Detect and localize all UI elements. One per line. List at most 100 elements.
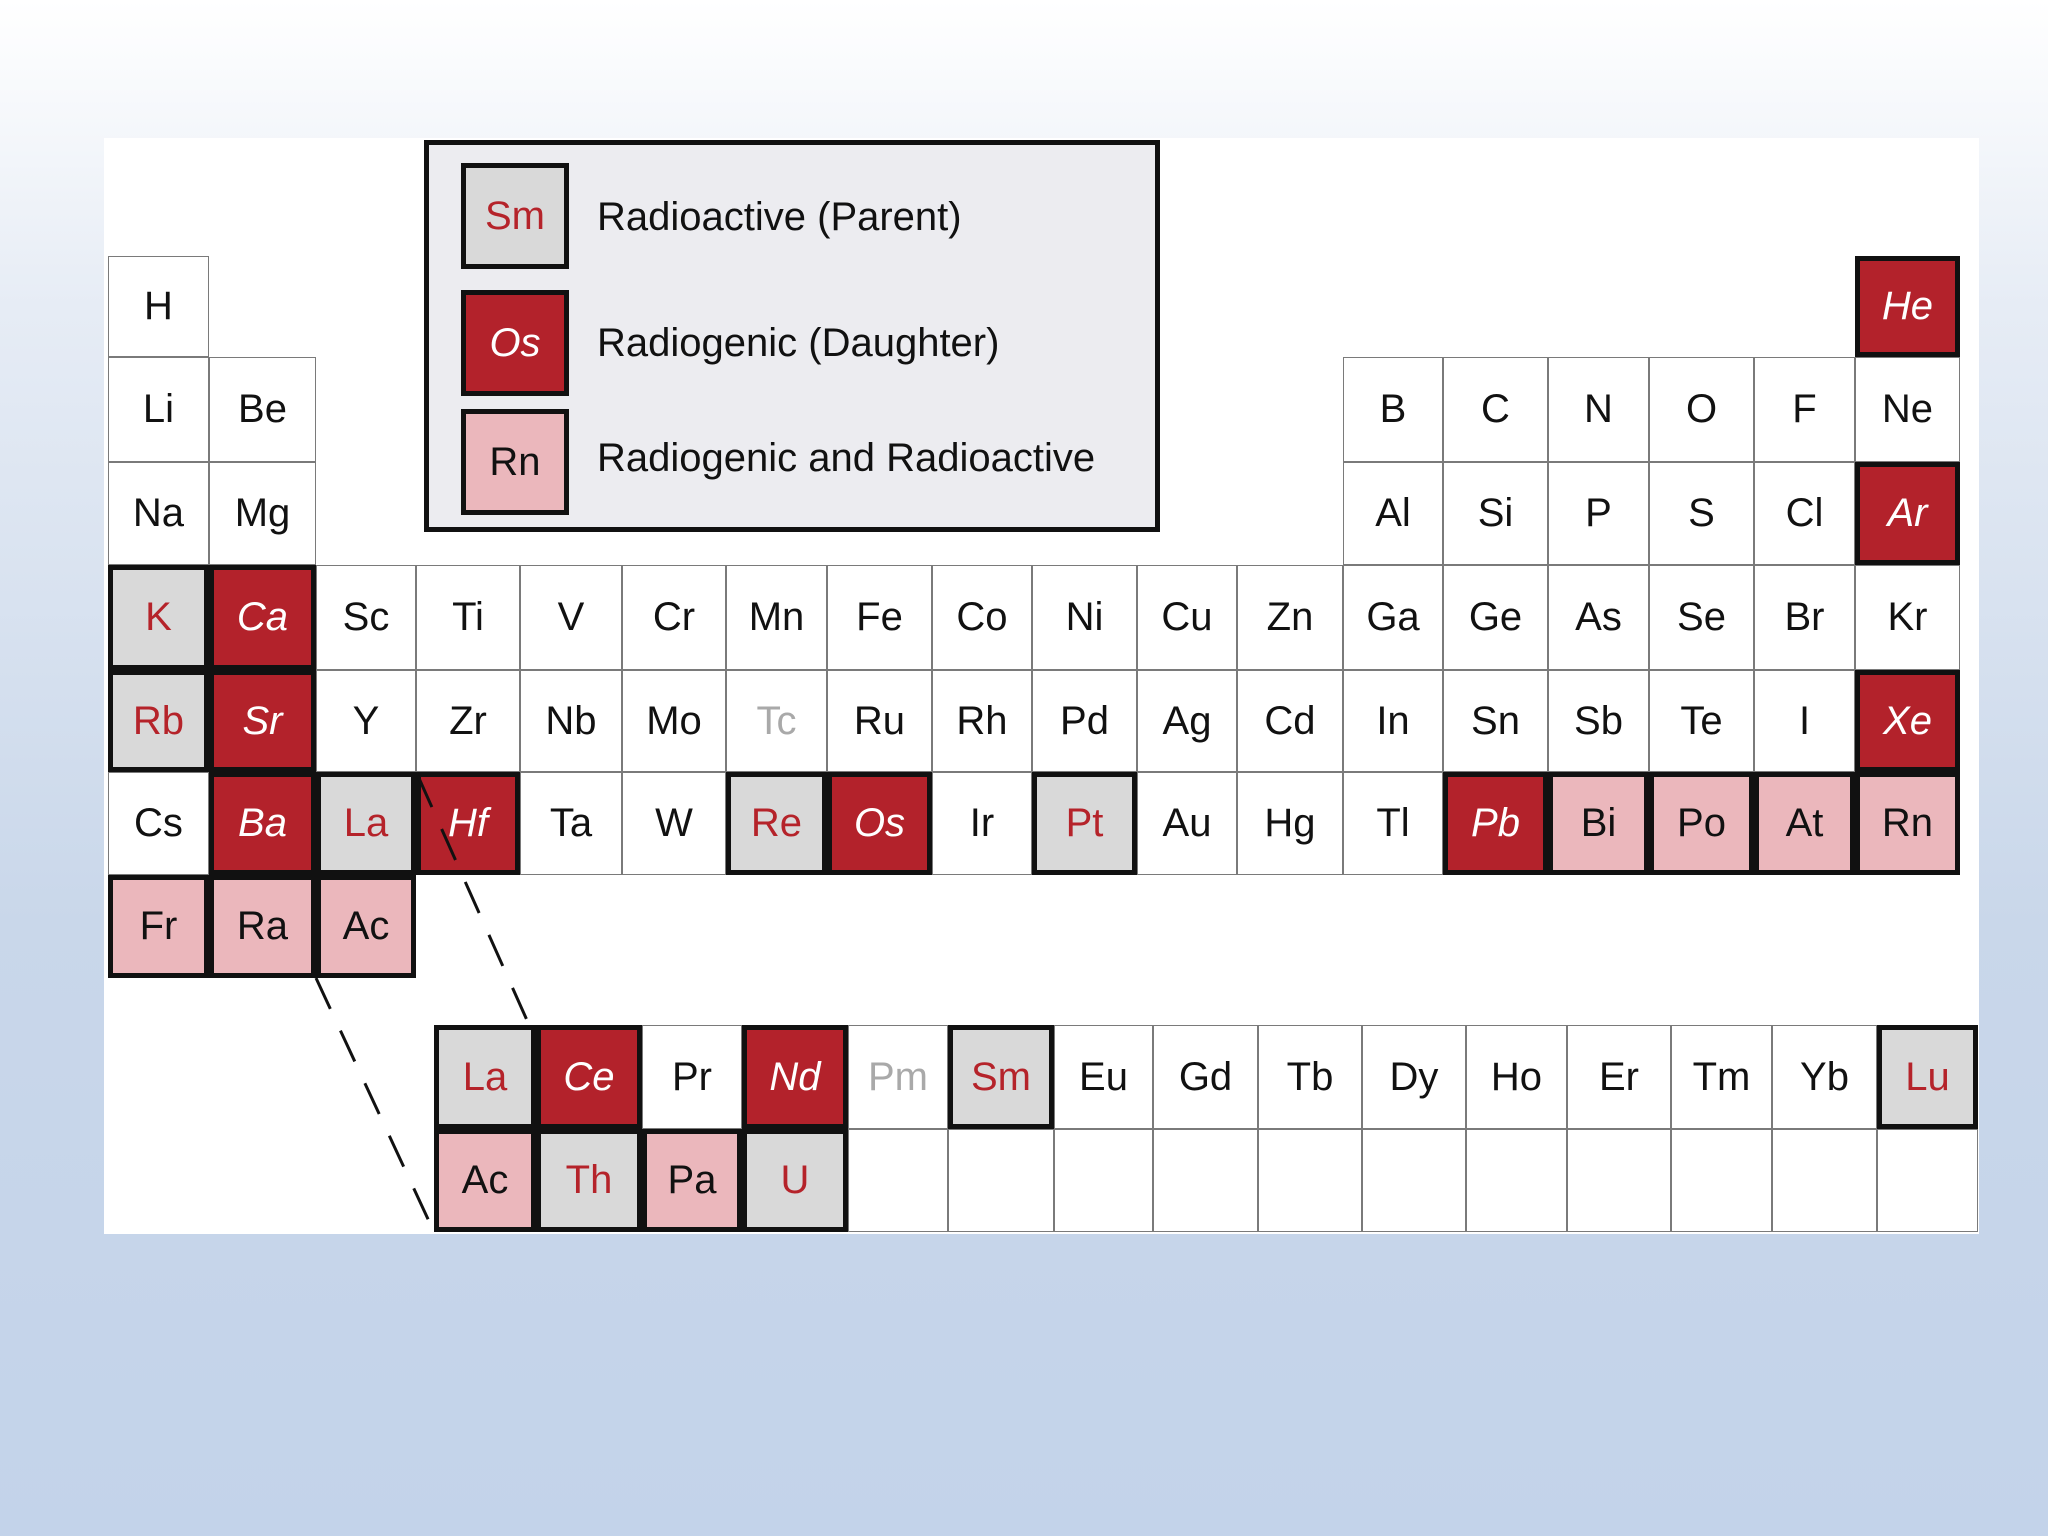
element-cell-s: S <box>1649 462 1754 565</box>
actinide-cell-ac: Ac <box>434 1129 536 1232</box>
actinide-connector-line <box>314 977 436 1233</box>
empty-cell <box>1153 1129 1258 1232</box>
lanthanide-cell-eu: Eu <box>1054 1025 1153 1129</box>
element-cell-al: Al <box>1343 462 1443 565</box>
lanthanide-cell-sm: Sm <box>948 1025 1054 1129</box>
element-cell-in: In <box>1343 670 1443 772</box>
element-cell-fr: Fr <box>108 875 209 978</box>
empty-cell <box>1877 1129 1978 1232</box>
element-cell-cd: Cd <box>1237 670 1343 772</box>
empty-cell <box>1466 1129 1567 1232</box>
element-cell-be: Be <box>209 357 316 462</box>
element-cell-ac: Ac <box>316 875 416 978</box>
lanthanide-cell-pr: Pr <box>642 1025 742 1129</box>
actinide-cell-th: Th <box>536 1129 642 1232</box>
legend-label-both: Radiogenic and Radioactive <box>597 436 1096 480</box>
element-cell-b: B <box>1343 357 1443 462</box>
element-cell-sb: Sb <box>1548 670 1649 772</box>
element-cell-sc: Sc <box>316 565 416 670</box>
element-cell-mo: Mo <box>622 670 726 772</box>
element-cell-rb: Rb <box>108 670 209 772</box>
element-cell-ti: Ti <box>416 565 520 670</box>
element-cell-hg: Hg <box>1237 772 1343 875</box>
element-cell-he: He <box>1855 256 1960 357</box>
element-cell-ir: Ir <box>932 772 1032 875</box>
legend-swatch-daughter: Os <box>461 290 569 396</box>
element-cell-na: Na <box>108 462 209 565</box>
legend-label-parent: Radioactive (Parent) <box>597 195 962 239</box>
empty-cell <box>848 1129 948 1232</box>
element-cell-se: Se <box>1649 565 1754 670</box>
element-cell-at: At <box>1754 772 1855 875</box>
element-cell-y: Y <box>316 670 416 772</box>
lanthanide-cell-nd: Nd <box>742 1025 848 1129</box>
empty-cell <box>1671 1129 1772 1232</box>
element-cell-ta: Ta <box>520 772 622 875</box>
element-cell-as: As <box>1548 565 1649 670</box>
lanthanide-cell-dy: Dy <box>1362 1025 1466 1129</box>
lanthanide-cell-gd: Gd <box>1153 1025 1258 1129</box>
element-cell-ru: Ru <box>827 670 932 772</box>
empty-cell <box>1567 1129 1671 1232</box>
element-cell-ne: Ne <box>1855 357 1960 462</box>
element-cell-mn: Mn <box>726 565 827 670</box>
element-cell-os: Os <box>827 772 932 875</box>
element-cell-p: P <box>1548 462 1649 565</box>
legend-swatch-parent: Sm <box>461 163 569 269</box>
element-cell-co: Co <box>932 565 1032 670</box>
element-cell-cr: Cr <box>622 565 726 670</box>
element-cell-f: F <box>1754 357 1855 462</box>
lanthanide-cell-ho: Ho <box>1466 1025 1567 1129</box>
element-cell-pd: Pd <box>1032 670 1137 772</box>
element-cell-ar: Ar <box>1855 462 1960 565</box>
element-cell-kr: Kr <box>1855 565 1960 670</box>
element-cell-i: I <box>1754 670 1855 772</box>
element-cell-c: C <box>1443 357 1548 462</box>
element-cell-li: Li <box>108 357 209 462</box>
element-cell-bi: Bi <box>1548 772 1649 875</box>
element-cell-fe: Fe <box>827 565 932 670</box>
empty-cell <box>1054 1129 1153 1232</box>
element-cell-h: H <box>108 256 209 357</box>
element-cell-ra: Ra <box>209 875 316 978</box>
lanthanide-cell-pm: Pm <box>848 1025 948 1129</box>
lanthanide-cell-tm: Tm <box>1671 1025 1772 1129</box>
element-cell-mg: Mg <box>209 462 316 565</box>
element-cell-nb: Nb <box>520 670 622 772</box>
element-cell-pb: Pb <box>1443 772 1548 875</box>
empty-cell <box>1258 1129 1362 1232</box>
element-cell-zr: Zr <box>416 670 520 772</box>
element-cell-ba: Ba <box>209 772 316 875</box>
lanthanide-cell-ce: Ce <box>536 1025 642 1129</box>
element-cell-pt: Pt <box>1032 772 1137 875</box>
element-cell-te: Te <box>1649 670 1754 772</box>
element-cell-w: W <box>622 772 726 875</box>
element-cell-zn: Zn <box>1237 565 1343 670</box>
lanthanide-cell-er: Er <box>1567 1025 1671 1129</box>
lanthanide-connector-line <box>416 775 532 1028</box>
element-cell-k: K <box>108 565 209 670</box>
lanthanide-cell-la: La <box>434 1025 536 1129</box>
element-cell-au: Au <box>1137 772 1237 875</box>
element-cell-sn: Sn <box>1443 670 1548 772</box>
element-cell-rn: Rn <box>1855 772 1960 875</box>
lanthanide-cell-lu: Lu <box>1877 1025 1978 1129</box>
lanthanide-cell-tb: Tb <box>1258 1025 1362 1129</box>
element-cell-n: N <box>1548 357 1649 462</box>
element-cell-si: Si <box>1443 462 1548 565</box>
element-cell-ca: Ca <box>209 565 316 670</box>
legend-label-daughter: Radiogenic (Daughter) <box>597 321 1000 365</box>
element-cell-cs: Cs <box>108 772 209 875</box>
lanthanide-cell-yb: Yb <box>1772 1025 1877 1129</box>
element-cell-tl: Tl <box>1343 772 1443 875</box>
element-cell-cl: Cl <box>1754 462 1855 565</box>
empty-cell <box>948 1129 1054 1232</box>
element-cell-v: V <box>520 565 622 670</box>
element-cell-sr: Sr <box>209 670 316 772</box>
element-cell-xe: Xe <box>1855 670 1960 772</box>
element-cell-ni: Ni <box>1032 565 1137 670</box>
element-cell-hf: Hf <box>416 772 520 875</box>
element-cell-re: Re <box>726 772 827 875</box>
legend-box: Sm Radioactive (Parent) Os Radiogenic (D… <box>424 140 1160 532</box>
